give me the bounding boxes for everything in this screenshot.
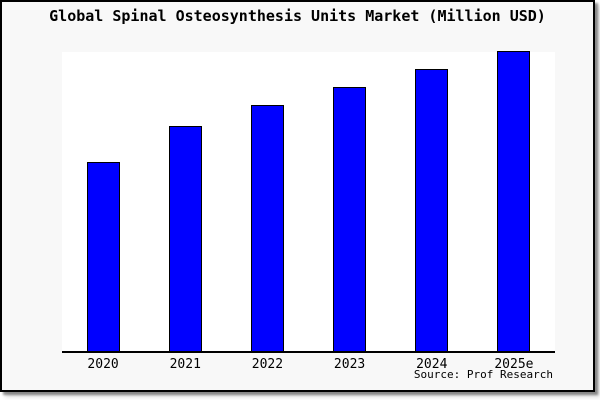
x-tick-label-2022: 2022	[251, 357, 284, 372]
bar-2024	[415, 69, 449, 351]
x-axis-labels: 2020 2021 2022 2023 2024 2025e	[2, 357, 593, 373]
x-tick-label-2020: 2020	[87, 357, 119, 372]
x-tick-label-2023: 2023	[333, 357, 366, 372]
bar-2021	[168, 126, 202, 351]
chart-frame: Global Spinal Osteosynthesis Units Marke…	[0, 0, 595, 392]
x-tick-label-2021: 2021	[169, 357, 201, 372]
bar-2023	[333, 87, 367, 351]
chart-title: Global Spinal Osteosynthesis Units Marke…	[49, 7, 546, 25]
x-tick-label-2025e: 2025e	[494, 357, 534, 372]
source-credit: Source: Prof Research	[413, 368, 553, 381]
bar-2022	[250, 105, 284, 351]
x-tick-label-2024: 2024	[416, 357, 448, 372]
plot-area	[62, 51, 555, 353]
bar-2020	[86, 162, 120, 351]
bar-2025e	[497, 51, 531, 351]
